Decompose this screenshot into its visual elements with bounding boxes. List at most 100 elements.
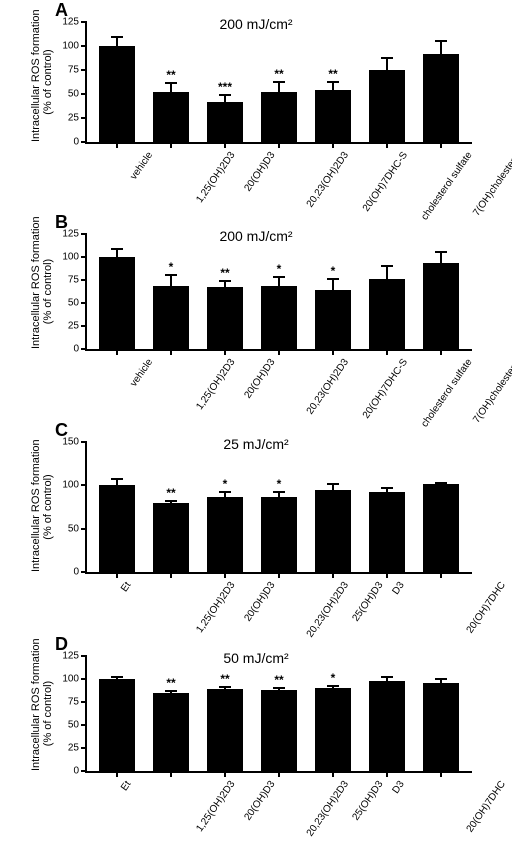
y-tick-label: 25: [68, 113, 79, 124]
error-cap: [327, 278, 339, 280]
x-tick: [440, 349, 442, 355]
error-cap: [435, 251, 447, 253]
y-axis-label-C: Intracellular ROS formation (% of contro…: [30, 442, 54, 572]
error-bar: [440, 40, 442, 53]
bar: [153, 92, 189, 142]
x-tick-label: 7(OH)cholesterol: [471, 357, 512, 425]
error-cap: [219, 686, 231, 688]
x-tick-label: D3: [390, 779, 406, 796]
x-tick: [278, 771, 280, 777]
error-cap: [219, 94, 231, 96]
y-tick: [81, 724, 87, 726]
x-tick: [170, 349, 172, 355]
bar: [423, 263, 459, 349]
y-tick: [81, 256, 87, 258]
significance-marker: **: [220, 672, 229, 686]
x-tick-label: Et: [119, 580, 133, 594]
y-tick-label: 50: [68, 720, 79, 731]
x-tick-label: 20(OH)7DHC-S: [361, 150, 410, 214]
x-tick: [332, 771, 334, 777]
error-cap: [111, 676, 123, 678]
x-tick-label: 20(OH)D3: [242, 150, 277, 194]
x-tick-label: vehicle: [128, 150, 155, 182]
y-tick: [81, 678, 87, 680]
x-tick-label: Et: [119, 779, 133, 793]
y-axis-label-B: Intracellular ROS formation (% of contro…: [30, 234, 54, 349]
error-cap: [165, 82, 177, 84]
y-tick-label: 75: [68, 65, 79, 76]
y-tick: [81, 484, 87, 486]
bar: [99, 679, 135, 771]
bar: [423, 683, 459, 771]
bar: [315, 290, 351, 349]
bar: [315, 490, 351, 572]
significance-marker: **: [328, 67, 337, 81]
error-cap: [273, 687, 285, 689]
significance-marker: **: [274, 67, 283, 81]
y-tick-label: 125: [62, 229, 79, 240]
significance-marker: **: [220, 266, 229, 280]
x-tick: [332, 349, 334, 355]
y-tick: [81, 45, 87, 47]
error-cap: [327, 483, 339, 485]
y-tick-label: 150: [62, 437, 79, 448]
error-cap: [381, 487, 393, 489]
y-tick-label: 100: [62, 252, 79, 263]
y-tick: [81, 701, 87, 703]
bar: [99, 485, 135, 572]
x-tick: [116, 771, 118, 777]
plot-A: 0255075100125vehicle**1,25(OH)2D3***20(O…: [85, 22, 472, 144]
bar: [315, 688, 351, 771]
y-tick-label: 125: [62, 17, 79, 28]
bar: [315, 90, 351, 142]
x-tick: [386, 771, 388, 777]
x-tick: [224, 572, 226, 578]
y-tick: [81, 302, 87, 304]
y-tick-label: 0: [73, 567, 79, 578]
x-tick-label: 20(OH)D3: [242, 357, 277, 401]
y-tick-label: 0: [73, 766, 79, 777]
bar: [369, 681, 405, 771]
y-tick: [81, 21, 87, 23]
significance-marker: **: [166, 486, 175, 500]
error-cap: [327, 81, 339, 83]
significance-marker: *: [277, 477, 282, 491]
x-tick: [278, 142, 280, 148]
x-tick-label: 20,23(OH)2D3: [305, 580, 351, 640]
panel-B: B200 mJ/cm²Intracellular ROS formation (…: [0, 212, 512, 439]
x-tick: [170, 771, 172, 777]
significance-marker: *: [223, 477, 228, 491]
x-tick-label: cholesterol sulfate: [419, 357, 474, 429]
x-tick: [386, 349, 388, 355]
error-cap: [435, 482, 447, 484]
error-cap: [273, 491, 285, 493]
x-tick: [332, 142, 334, 148]
panel-C: C25 mJ/cm²Intracellular ROS formation (%…: [0, 420, 512, 662]
x-tick: [440, 572, 442, 578]
y-tick: [81, 93, 87, 95]
y-tick-label: 0: [73, 344, 79, 355]
error-cap: [111, 478, 123, 480]
x-tick: [224, 771, 226, 777]
y-tick-label: 100: [62, 674, 79, 685]
y-tick: [81, 117, 87, 119]
panel-A: A200 mJ/cm²Intracellular ROS formation (…: [0, 0, 512, 232]
x-tick-label: 1,25(OH)2D3: [194, 779, 237, 834]
y-tick: [81, 655, 87, 657]
panel-D: D50 mJ/cm²Intracellular ROS formation (%…: [0, 634, 512, 861]
bar: [153, 503, 189, 572]
x-tick-label: 20,23(OH)2D3: [305, 150, 351, 210]
error-bar: [386, 57, 388, 70]
y-tick: [81, 441, 87, 443]
y-tick: [81, 348, 87, 350]
x-tick-label: 20,23(OH)2D3: [305, 357, 351, 417]
bar: [261, 92, 297, 142]
plot-B: 0255075100125vehicle*1,25(OH)2D3**20(OH)…: [85, 234, 472, 351]
error-cap: [219, 280, 231, 282]
x-tick-label: vehicle: [128, 357, 155, 389]
y-tick-label: 50: [68, 523, 79, 534]
bar: [261, 497, 297, 572]
x-tick: [278, 572, 280, 578]
bar: [261, 286, 297, 349]
x-tick: [170, 142, 172, 148]
